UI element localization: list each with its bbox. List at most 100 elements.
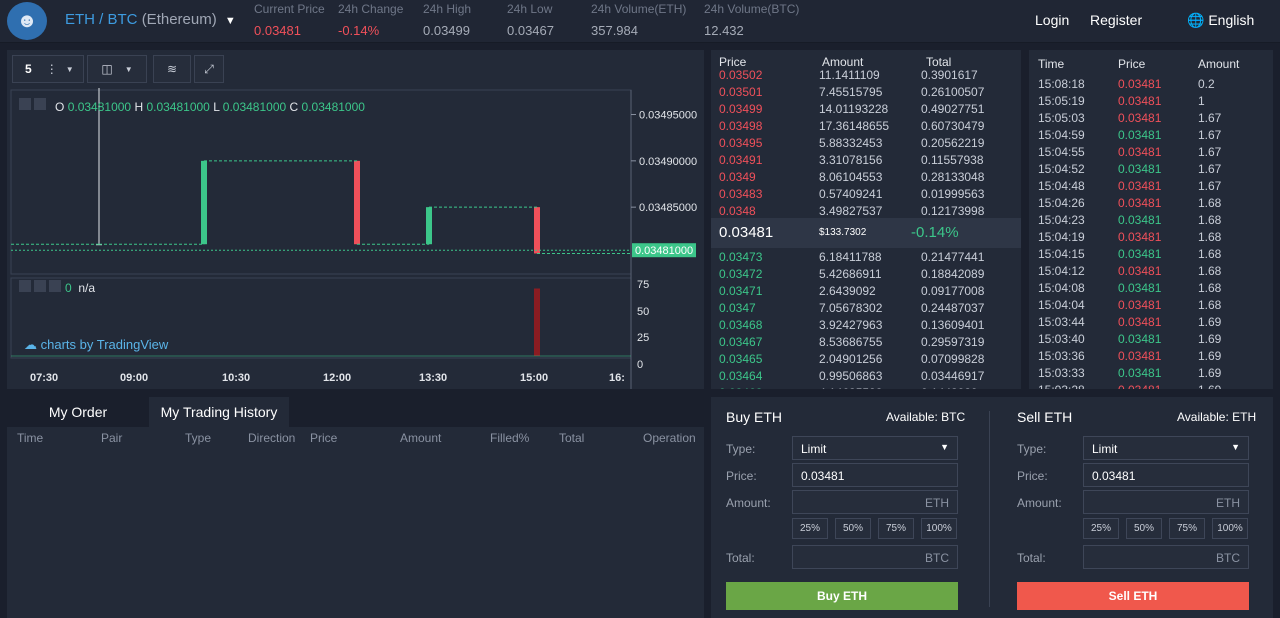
tradingview-watermark[interactable]: ☁ charts by TradingView bbox=[24, 337, 168, 353]
time-tick-label: 07:30 bbox=[30, 372, 58, 384]
sell-pct-25-button[interactable]: 25% bbox=[1083, 518, 1119, 539]
ohlc-c-label: C bbox=[289, 100, 299, 114]
trade-row[interactable]: 15:04:15 0.03481 1.68 bbox=[1029, 245, 1273, 262]
ask-row[interactable]: 0.0348 3.49827537 0.12173998 bbox=[711, 202, 1021, 219]
sell-amount-input[interactable]: ETH bbox=[1083, 490, 1249, 514]
register-link[interactable]: Register bbox=[1090, 12, 1143, 28]
mid-price-bar: 0.03481 $133.7302 -0.14% bbox=[711, 218, 1021, 248]
ask-row[interactable]: 0.03499 14.01193228 0.49027751 bbox=[711, 100, 1021, 117]
trade-time: 15:03:36 bbox=[1038, 349, 1085, 363]
pair-selector[interactable]: ETH / BTC (Ethereum) ▼ bbox=[65, 11, 236, 28]
sell-type-select[interactable]: Limit ▼ bbox=[1083, 436, 1249, 460]
tab-my-trading-history[interactable]: My Trading History bbox=[160, 404, 278, 420]
bid-row[interactable]: 0.03471 2.6439092 0.09177008 bbox=[711, 282, 1021, 299]
trade-row[interactable]: 15:04:04 0.03481 1.68 bbox=[1029, 296, 1273, 313]
language-selector[interactable]: 🌐 English bbox=[1187, 12, 1254, 29]
bid-row[interactable]: 0.03468 3.92427963 0.13609401 bbox=[711, 316, 1021, 333]
bid-amount: 6.18411788 bbox=[819, 250, 882, 264]
candle-body bbox=[426, 207, 432, 245]
form-divider bbox=[989, 411, 990, 607]
trade-row[interactable]: 15:04:26 0.03481 1.68 bbox=[1029, 194, 1273, 211]
time-tick-label: 16: bbox=[609, 372, 625, 384]
ask-row[interactable]: 0.03498 17.36148655 0.60730479 bbox=[711, 117, 1021, 134]
trade-row[interactable]: 15:04:23 0.03481 1.68 bbox=[1029, 211, 1273, 228]
stat-24h-volume-btc: 24h Volume(BTC) 12.432 bbox=[704, 2, 799, 38]
ask-price: 0.03495 bbox=[719, 136, 763, 150]
trade-row[interactable]: 15:05:03 0.03481 1.67 bbox=[1029, 109, 1273, 126]
login-link[interactable]: Login bbox=[1035, 12, 1070, 28]
ohlc-legend: O 0.03481000 H 0.03481000 L 0.03481000 C… bbox=[55, 100, 365, 114]
buy-pct-75-button[interactable]: 75% bbox=[878, 518, 914, 539]
trade-row[interactable]: 15:03:28 0.03481 1.69 bbox=[1029, 381, 1273, 389]
buy-pct-50-button[interactable]: 50% bbox=[835, 518, 871, 539]
price-chart[interactable]: 0.03495000 0.03490000 0.03485000 0.03481000… bbox=[7, 88, 704, 389]
tr-header-price: Price bbox=[1118, 57, 1146, 71]
bid-row[interactable]: 0.03463 4.14635583 0.1443939 bbox=[711, 384, 1021, 389]
stat-value: 12.432 bbox=[704, 23, 744, 38]
buy-amount-input[interactable]: ETH bbox=[792, 490, 958, 514]
mid-change: -0.14% bbox=[911, 224, 959, 241]
buy-type-select[interactable]: Limit ▼ bbox=[792, 436, 958, 460]
sell-pct-50-button[interactable]: 50% bbox=[1126, 518, 1162, 539]
ask-amount: 3.31078156 bbox=[819, 153, 883, 167]
interval-selector[interactable]: 5 ⋮ ▼ bbox=[12, 55, 84, 83]
time-tick-label: 12:00 bbox=[323, 372, 351, 384]
ask-row[interactable]: 0.03501 7.45515795 0.26100507 bbox=[711, 83, 1021, 100]
trade-row[interactable]: 15:03:36 0.03481 1.69 bbox=[1029, 347, 1273, 364]
sell-pct-75-button[interactable]: 75% bbox=[1169, 518, 1205, 539]
trade-row[interactable]: 15:03:40 0.03481 1.69 bbox=[1029, 330, 1273, 347]
buy-type-value: Limit bbox=[801, 442, 827, 456]
trade-row[interactable]: 15:04:52 0.03481 1.67 bbox=[1029, 160, 1273, 177]
ask-price: 0.03502 bbox=[719, 68, 763, 82]
sell-price-input[interactable]: 0.03481 bbox=[1083, 463, 1249, 487]
buy-total-input[interactable]: BTC bbox=[792, 545, 958, 569]
trade-row[interactable]: 15:08:18 0.03481 0.2 bbox=[1029, 75, 1273, 92]
col-total: Total bbox=[559, 431, 585, 445]
ask-row[interactable]: 0.03502 11.1411109 0.3901617 bbox=[711, 66, 1021, 83]
logo-icon[interactable]: ☻ bbox=[7, 2, 47, 40]
bid-row[interactable]: 0.03465 2.04901256 0.07099828 bbox=[711, 350, 1021, 367]
sell-pct-100-button[interactable]: 100% bbox=[1212, 518, 1248, 539]
ask-row[interactable]: 0.03491 3.31078156 0.11557938 bbox=[711, 151, 1021, 168]
bid-total: 0.21477441 bbox=[921, 250, 985, 264]
ask-price: 0.03491 bbox=[719, 153, 763, 167]
bid-row[interactable]: 0.03472 5.42686911 0.18842089 bbox=[711, 265, 1021, 282]
buy-pct-25-button[interactable]: 25% bbox=[792, 518, 828, 539]
trade-row[interactable]: 15:03:33 0.03481 1.69 bbox=[1029, 364, 1273, 381]
sell-total-input[interactable]: BTC bbox=[1083, 545, 1249, 569]
trade-row[interactable]: 15:04:59 0.03481 1.67 bbox=[1029, 126, 1273, 143]
trade-row[interactable]: 15:03:44 0.03481 1.69 bbox=[1029, 313, 1273, 330]
trade-price: 0.03481 bbox=[1118, 145, 1162, 159]
ask-row[interactable]: 0.03483 0.57409241 0.01999563 bbox=[711, 185, 1021, 202]
bid-total: 0.07099828 bbox=[921, 352, 985, 366]
bid-row[interactable]: 0.03473 6.18411788 0.21477441 bbox=[711, 248, 1021, 265]
tab-my-order[interactable]: My Order bbox=[7, 397, 149, 427]
trade-amount: 1.68 bbox=[1198, 213, 1222, 227]
trade-row[interactable]: 15:04:12 0.03481 1.68 bbox=[1029, 262, 1273, 279]
trade-row[interactable]: 15:04:19 0.03481 1.68 bbox=[1029, 228, 1273, 245]
bid-row[interactable]: 0.0347 7.05678302 0.24487037 bbox=[711, 299, 1021, 316]
trade-row[interactable]: 15:04:55 0.03481 1.67 bbox=[1029, 143, 1273, 160]
bid-row[interactable]: 0.03464 0.99506863 0.03446917 bbox=[711, 367, 1021, 384]
bid-row[interactable]: 0.03467 8.53686755 0.29597319 bbox=[711, 333, 1021, 350]
trade-row[interactable]: 15:05:19 0.03481 1 bbox=[1029, 92, 1273, 109]
ask-row[interactable]: 0.03495 5.88332453 0.20562219 bbox=[711, 134, 1021, 151]
indicators-button[interactable]: ≋ bbox=[153, 55, 191, 83]
buy-price-input[interactable]: 0.03481 bbox=[792, 463, 958, 487]
chart-type-selector[interactable]: ◫ ▼ bbox=[87, 55, 147, 83]
time-tick-label: 15:00 bbox=[520, 372, 548, 384]
trade-row[interactable]: 15:04:08 0.03481 1.68 bbox=[1029, 279, 1273, 296]
ask-price: 0.0348 bbox=[719, 204, 756, 218]
sell-button[interactable]: Sell ETH bbox=[1017, 582, 1249, 610]
buy-pct-100-button[interactable]: 100% bbox=[921, 518, 957, 539]
ask-row[interactable]: 0.0349 8.06104553 0.28133048 bbox=[711, 168, 1021, 185]
buy-button[interactable]: Buy ETH bbox=[726, 582, 958, 610]
bid-amount: 7.05678302 bbox=[819, 301, 883, 315]
trade-row[interactable]: 15:04:48 0.03481 1.67 bbox=[1029, 177, 1273, 194]
trade-time: 15:04:08 bbox=[1038, 281, 1085, 295]
stat-24h-change: 24h Change -0.14% bbox=[338, 2, 403, 38]
trade-amount: 1.69 bbox=[1198, 366, 1222, 380]
fullscreen-button[interactable]: ⤢ bbox=[194, 55, 224, 83]
stat-value: -0.14% bbox=[338, 23, 380, 38]
bid-total: 0.09177008 bbox=[921, 284, 985, 298]
